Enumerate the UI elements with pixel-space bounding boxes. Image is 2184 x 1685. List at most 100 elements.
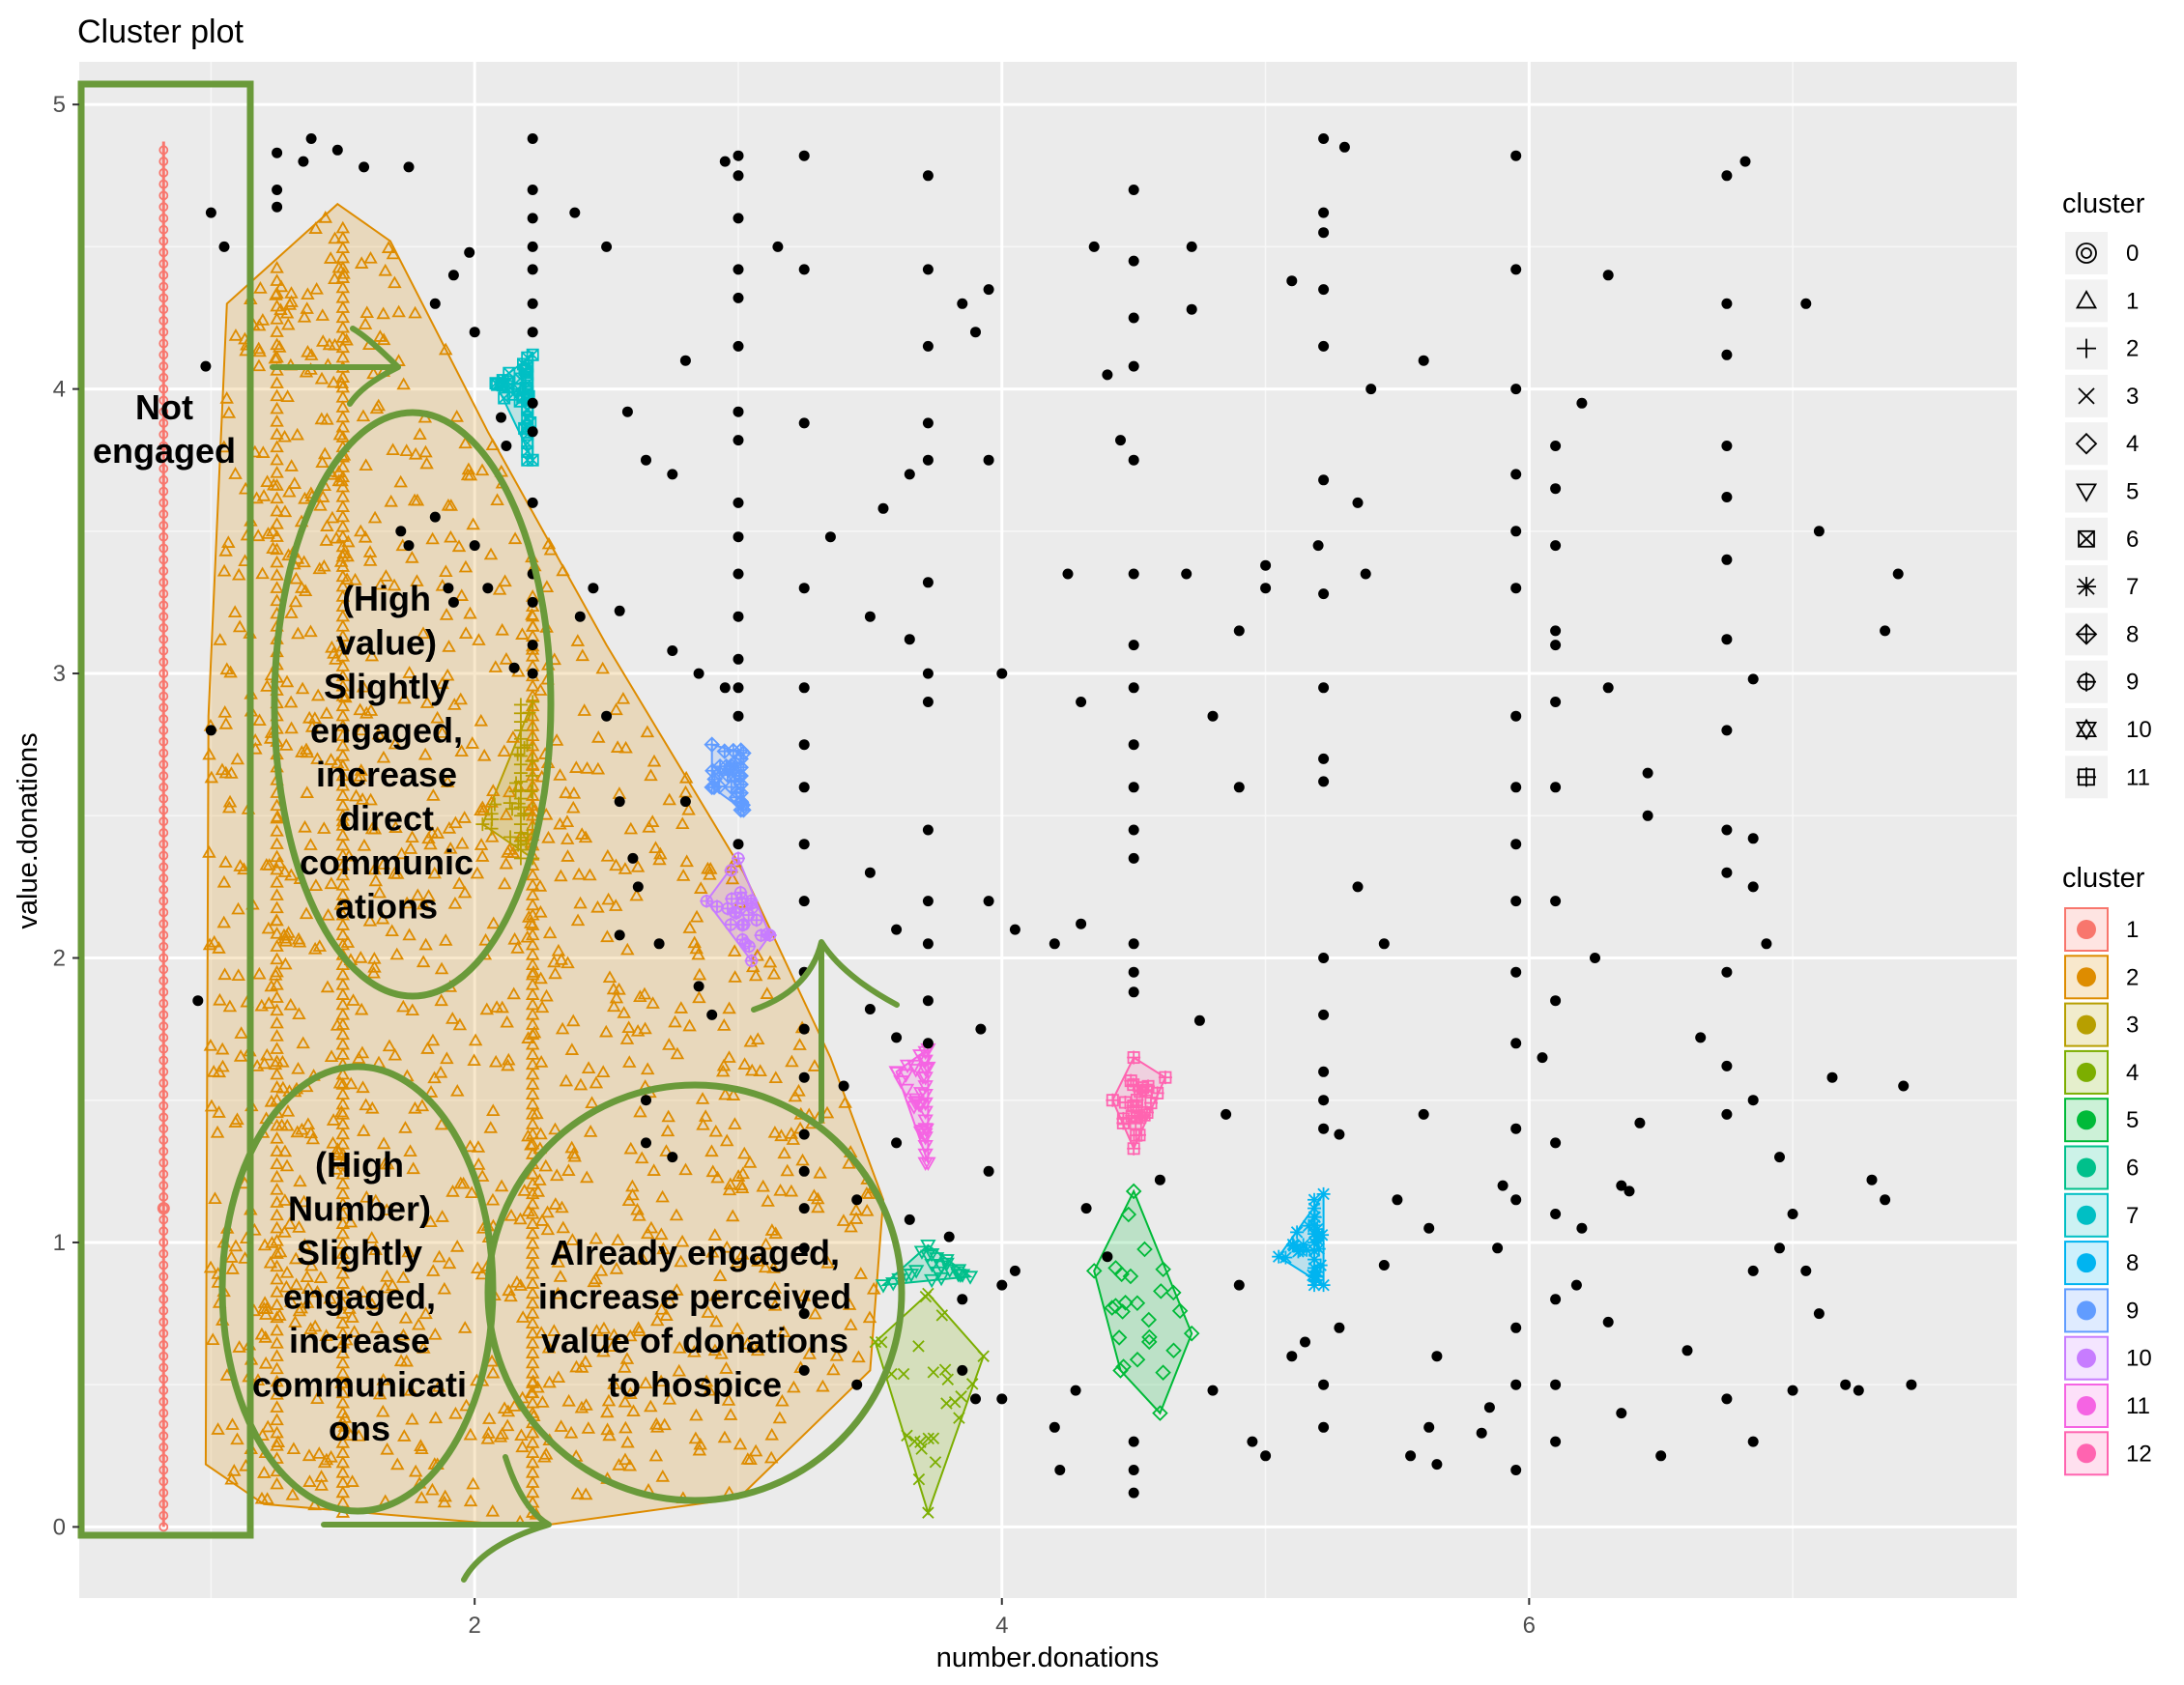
noise-point <box>667 1152 678 1163</box>
noise-point <box>733 170 744 182</box>
noise-point <box>1221 1108 1232 1120</box>
y-tick-label: 0 <box>53 1514 66 1540</box>
legend-shape-circle-plus <box>2077 671 2096 692</box>
noise-point <box>904 1214 915 1225</box>
legend-item-label: 6 <box>2126 1156 2139 1182</box>
noise-point <box>733 653 744 665</box>
noise-point <box>1088 241 1100 252</box>
high-value-ellipse <box>271 409 555 1000</box>
legend-item-label: 10 <box>2126 1346 2152 1372</box>
noise-point <box>1070 1385 1081 1396</box>
noise-point <box>1233 1279 1245 1291</box>
legend-item-label: 9 <box>2126 670 2139 696</box>
annotation-label: Not <box>135 387 193 427</box>
noise-point <box>1616 1180 1627 1191</box>
legend-item-label: 12 <box>2126 1441 2152 1467</box>
legend-shape-plus <box>2077 338 2096 358</box>
noise-point <box>1207 710 1219 722</box>
y-tick-label: 1 <box>53 1230 66 1256</box>
noise-point <box>679 355 691 366</box>
noise-point <box>957 298 968 309</box>
noise-point <box>1492 1242 1504 1254</box>
noise-point <box>1787 1209 1798 1219</box>
noise-point <box>641 1095 651 1106</box>
noise-point <box>1721 492 1733 502</box>
noise-point <box>667 469 678 480</box>
annotation-label: Slightly <box>297 1233 422 1272</box>
legend-item-label: 6 <box>2126 527 2139 553</box>
cluster-6-members <box>875 1240 979 1294</box>
noise-point <box>1128 360 1139 372</box>
noise-point <box>614 605 625 616</box>
noise-point <box>1334 1128 1345 1140</box>
noise-point <box>1550 1436 1562 1447</box>
noise-point <box>1898 1080 1910 1092</box>
legend-item-label: 9 <box>2126 1298 2139 1324</box>
noise-point <box>1076 918 1087 929</box>
noise-point <box>1813 526 1825 537</box>
annotation-arrow <box>751 939 900 1124</box>
annotation-arrow <box>270 326 401 407</box>
noise-point <box>1721 298 1733 309</box>
noise-point <box>1128 782 1139 793</box>
noise-point <box>601 241 613 252</box>
annotation-label: (High <box>342 579 431 618</box>
noise-point <box>1866 1174 1878 1185</box>
noise-point <box>1602 682 1614 694</box>
legend-item-label: 8 <box>2126 621 2139 647</box>
noise-point <box>464 246 475 258</box>
noise-point <box>798 1128 810 1140</box>
noise-point <box>1510 1322 1522 1333</box>
legend-shape-diamond <box>2075 432 2098 455</box>
noise-point <box>1186 303 1197 315</box>
noise-point <box>1009 1265 1020 1276</box>
legend-shape-star-of-david <box>2075 718 2098 741</box>
noise-point <box>1128 454 1139 466</box>
noise-point <box>205 207 216 218</box>
annotation-label: increase perceived <box>538 1277 851 1317</box>
noise-point <box>864 867 876 878</box>
noise-point <box>1049 1421 1060 1433</box>
noise-point <box>1338 141 1350 153</box>
legend-color-dot <box>2077 1014 2096 1035</box>
noise-point <box>1497 1180 1509 1191</box>
annotation-label: communic <box>300 842 474 882</box>
noise-point <box>1115 435 1126 446</box>
noise-point <box>1721 1393 1733 1405</box>
noise-point <box>1510 1038 1522 1049</box>
noise-point <box>1378 938 1390 950</box>
noise-point <box>447 270 459 281</box>
noise-point <box>1318 207 1330 218</box>
noise-point <box>1634 1117 1646 1128</box>
legend-color-dot <box>2077 1110 2096 1130</box>
noise-point <box>996 1393 1008 1405</box>
noise-point <box>298 156 309 167</box>
noise-point <box>1300 1336 1310 1348</box>
noise-point <box>1550 995 1562 1007</box>
noise-point <box>443 583 454 594</box>
noise-point <box>864 611 876 622</box>
noise-point <box>1128 1465 1139 1475</box>
noise-point <box>1761 938 1772 950</box>
noise-point <box>1318 1123 1330 1134</box>
noise-point <box>1642 810 1653 821</box>
noise-point <box>627 852 639 864</box>
noise-point <box>1054 1465 1066 1475</box>
noise-point <box>403 161 415 173</box>
noise-point <box>983 454 994 466</box>
noise-point <box>1193 1014 1205 1026</box>
noise-point <box>1550 483 1562 495</box>
noise-point <box>1695 1032 1707 1043</box>
noise-point <box>1128 938 1139 950</box>
annotation-label: value of donations <box>541 1321 848 1360</box>
noise-point <box>983 284 994 296</box>
noise-point <box>733 682 744 694</box>
noise-point <box>922 697 934 707</box>
legend-color-dot <box>2077 1300 2096 1321</box>
noise-point <box>733 264 744 275</box>
noise-point <box>922 340 934 352</box>
noise-point <box>891 924 903 935</box>
noise-point <box>527 327 538 338</box>
noise-point <box>733 150 744 161</box>
legend-item-label: 3 <box>2126 1013 2139 1039</box>
